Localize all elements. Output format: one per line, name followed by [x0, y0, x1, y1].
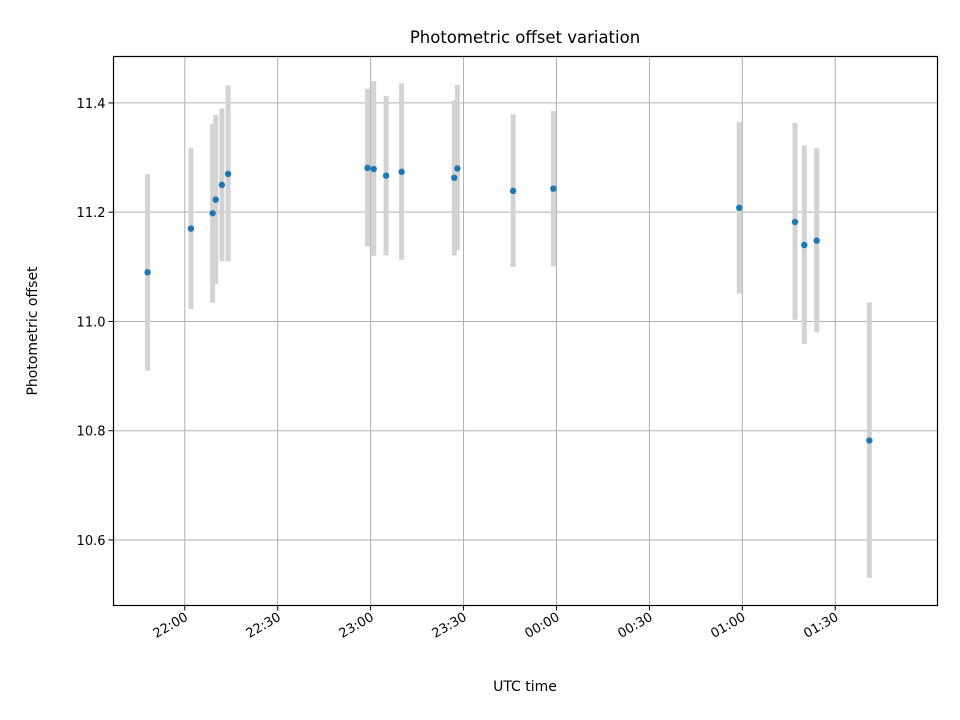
plot-frame [112, 55, 939, 607]
y-tick-label: 11.4 [77, 97, 106, 112]
x-axis-ticks: 22:00 22:30 23:00 23:30 00:00 00:30 01:00 01:30 [151, 605, 841, 642]
data-points [144, 164, 873, 444]
data-point [509, 187, 517, 195]
data-point [224, 170, 232, 178]
x-tick-label: 01:00 [708, 610, 748, 642]
data-point [791, 218, 799, 226]
data-point [218, 181, 226, 189]
data-point [364, 164, 371, 172]
x-tick-label: 22:30 [244, 610, 284, 642]
error-bars [145, 81, 872, 579]
x-tick-label: 01:30 [801, 610, 841, 642]
data-point [144, 269, 151, 276]
data-point [736, 204, 743, 212]
data-point [801, 241, 808, 249]
data-point [550, 185, 557, 192]
chart-title: Photometric offset variation [410, 28, 640, 47]
y-tick-label: 11.0 [77, 315, 106, 330]
grid-lines [113, 56, 938, 606]
x-tick-label: 23:30 [430, 610, 470, 642]
x-tick-label: 00:00 [523, 610, 563, 642]
data-point [382, 172, 390, 179]
y-axis-ticks: 10.6 10.8 11.0 11.2 11.4 [77, 97, 114, 549]
data-point [370, 165, 377, 173]
x-tick-label: 22:00 [151, 610, 191, 642]
data-point [813, 237, 820, 244]
y-tick-label: 10.8 [77, 425, 106, 440]
y-tick-label: 11.2 [77, 206, 106, 221]
data-point [209, 210, 216, 217]
data-point [451, 174, 458, 181]
data-point [187, 225, 195, 232]
data-point [454, 165, 461, 172]
x-tick-label: 23:00 [337, 610, 377, 642]
data-point [866, 437, 873, 444]
data-point [398, 168, 405, 175]
x-axis-label: UTC time [493, 679, 557, 695]
data-point [212, 196, 219, 203]
x-tick-label: 00:30 [615, 610, 655, 642]
y-axis-label: Photometric offset [25, 266, 41, 396]
y-tick-label: 10.6 [77, 534, 106, 549]
